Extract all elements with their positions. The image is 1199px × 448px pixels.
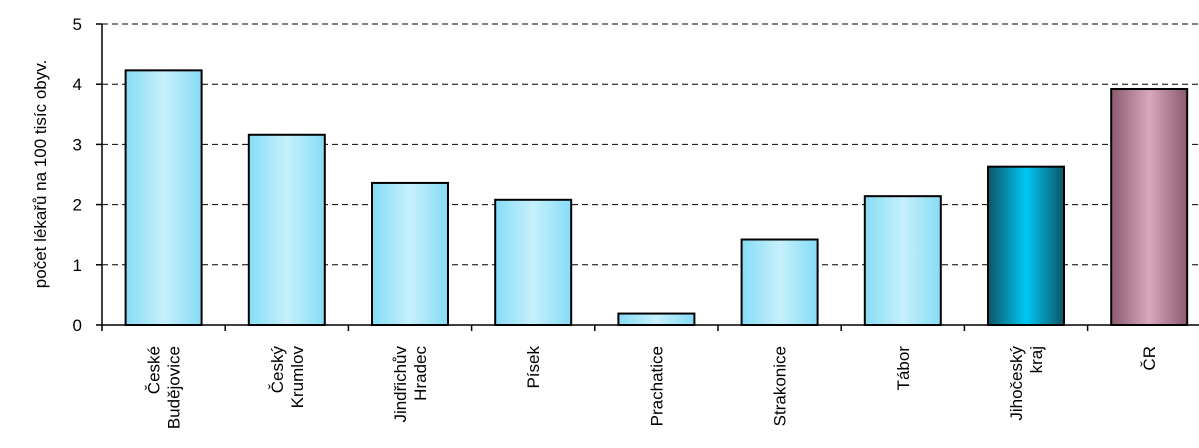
x-category-label: Jihočeský kraj — [1007, 346, 1046, 421]
x-category-label-line: ČR — [1140, 346, 1159, 371]
x-category-label-line: Jihočeský — [1007, 346, 1026, 421]
bar — [247, 133, 326, 326]
y-tick-label: 5 — [73, 15, 82, 34]
x-category-label-line: Krumlov — [288, 346, 307, 409]
x-category-label: Tábor — [894, 346, 913, 391]
x-category-label-line: Písek — [524, 346, 543, 389]
x-category-label: Písek — [524, 346, 543, 389]
x-category-label-line: Jindřichův — [391, 346, 410, 423]
x-category-label: Strakonice — [771, 346, 790, 426]
y-tick-label: 3 — [73, 135, 82, 154]
axes — [101, 24, 1199, 326]
bar — [1110, 88, 1189, 326]
y-tick-label: 4 — [73, 75, 82, 94]
bar — [740, 238, 819, 327]
y-axis-title: počet lékařů na 100 tisíc obyv. — [31, 60, 50, 288]
x-tick-labels: České Budějovice Český Krumlov Jindřichův Hra… — [101, 325, 1159, 429]
y-tick-label: 1 — [73, 256, 82, 275]
x-category-label-line: kraj — [1027, 346, 1046, 373]
x-category-label-line: Prachatice — [647, 346, 666, 426]
x-category-label-line: Budějovice — [165, 346, 184, 429]
x-category-label: Český Krumlov — [268, 346, 307, 409]
bar — [617, 312, 696, 327]
bar — [124, 69, 203, 326]
x-category-label-line: Hradec — [411, 346, 430, 401]
x-category-label-line: Český — [268, 346, 287, 394]
bar — [863, 195, 942, 326]
bar — [371, 181, 449, 326]
x-category-label: Prachatice — [647, 346, 666, 426]
x-category-label-line: České — [145, 346, 164, 394]
y-tick-labels: 0 1 2 3 4 5 — [73, 15, 102, 335]
bars — [124, 69, 1189, 327]
x-category-label-line: Tábor — [894, 346, 913, 391]
x-category-label: ČR — [1140, 346, 1159, 371]
y-tick-label: 2 — [73, 196, 82, 215]
x-category-label: Jindřichův Hradec — [391, 346, 430, 423]
bar — [494, 198, 573, 326]
x-category-label: České Budějovice — [145, 346, 184, 429]
y-tick-label: 0 — [73, 316, 82, 335]
bar — [987, 165, 1065, 326]
x-category-label-line: Strakonice — [771, 346, 790, 426]
